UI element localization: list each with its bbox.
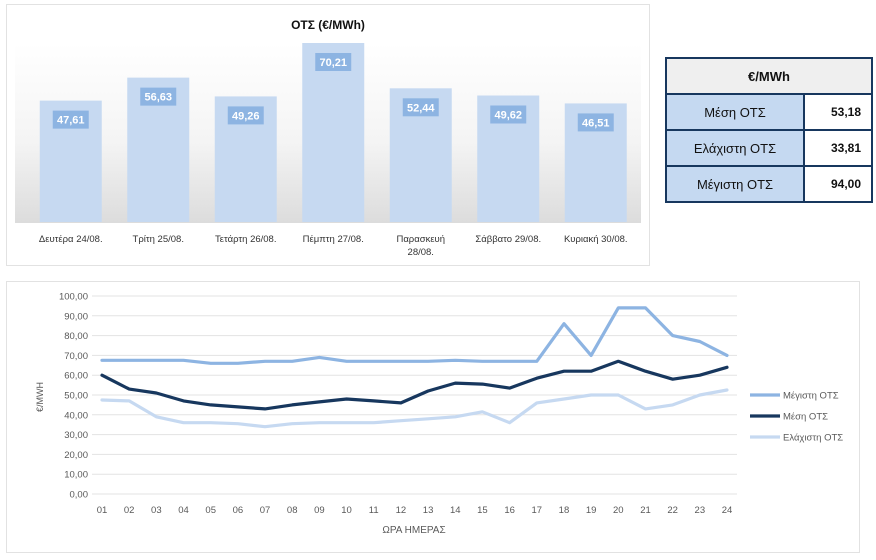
stats-label: Μέση ΟΤΣ [665, 93, 805, 131]
x-tick-label: 01 [97, 505, 108, 516]
x-tick-label: 19 [586, 505, 597, 516]
category-label: Κυριακή 30/08. [564, 234, 628, 245]
x-tick-label: 05 [205, 505, 216, 516]
data-label-box [52, 110, 89, 129]
x-tick-label: 12 [396, 505, 407, 516]
x-tick-label: 20 [613, 505, 624, 516]
bar [302, 43, 365, 222]
y-tick-label: 40,00 [64, 410, 88, 421]
y-axis-title: €/MWH [35, 382, 45, 412]
line-chart-panel: 0,00 10,00 20,00 30,00 40,00 50,00 60,00 70,00 8… [6, 281, 860, 553]
x-tick-label: 09 [314, 505, 325, 516]
data-label-box [227, 106, 264, 125]
y-tick-label: 90,00 [64, 311, 88, 322]
category-label: Τετάρτη 26/08. [215, 234, 276, 245]
x-tick-label: 21 [640, 505, 651, 516]
bar-chart-title: ΟΤΣ (€/MWh) [291, 18, 365, 32]
stats-table: €/MWh Μέση ΟΤΣ 53,18 Ελάχιστη ΟΤΣ 33,81 … [665, 57, 873, 203]
category-label: Παρασκευή 28/08. [396, 234, 445, 258]
y-tick-label: 50,00 [64, 391, 88, 402]
series-line [100, 306, 729, 365]
x-tick-label: 10 [341, 505, 352, 516]
x-tick-label: 24 [722, 505, 733, 516]
x-tick-label: 04 [178, 505, 189, 516]
stats-row-min: Ελάχιστη ΟΤΣ 33,81 [665, 129, 873, 167]
y-tick-label: 30,00 [64, 430, 88, 441]
stats-header: €/MWh [665, 57, 873, 95]
stats-value: 94,00 [803, 165, 873, 203]
data-label: 56,63 [144, 92, 172, 104]
data-label-box [490, 105, 527, 124]
x-tick-label: 18 [559, 505, 570, 516]
data-label-box [577, 113, 614, 132]
data-label-box [402, 98, 439, 117]
category-label: Δευτέρα 24/08. [39, 234, 103, 245]
series-line [100, 359, 729, 411]
x-tick-label: 15 [477, 505, 488, 516]
legend-label: Μέση ΟΤΣ [783, 412, 828, 423]
stats-value: 53,18 [803, 93, 873, 131]
x-tick-label: 03 [151, 505, 162, 516]
x-tick-label: 16 [504, 505, 515, 516]
y-tick-label: 70,00 [64, 351, 88, 362]
x-tick-label: 13 [423, 505, 434, 516]
x-tick-label: 17 [531, 505, 542, 516]
x-tick-label: 08 [287, 505, 298, 516]
stats-value: 33,81 [803, 129, 873, 167]
data-label: 49,62 [494, 109, 522, 121]
data-label: 52,44 [407, 102, 435, 114]
data-label: 70,21 [319, 57, 347, 69]
y-tick-label: 60,00 [64, 371, 88, 382]
y-tick-label: 100,00 [59, 292, 88, 303]
category-label: Τρίτη 25/08. [133, 234, 184, 245]
line-chart: 0,00 10,00 20,00 30,00 40,00 50,00 60,00 70,00 8… [35, 292, 843, 537]
x-tick-label: 23 [695, 505, 706, 516]
bar-chart-panel: ΟΤΣ (€/MWh) 47,61 Δευτέρα 24/08. 56,63 Τρίτ… [6, 4, 650, 266]
x-tick-label: 07 [260, 505, 271, 516]
stats-row-mean: Μέση ΟΤΣ 53,18 [665, 93, 873, 131]
series-line [100, 388, 729, 429]
legend-label: Μέγιστη ΟΤΣ [783, 391, 839, 402]
data-label-box [140, 87, 177, 106]
legend-label: Ελάχιστη ΟΤΣ [783, 433, 843, 444]
x-tick-label: 14 [450, 505, 461, 516]
y-tick-label: 20,00 [64, 450, 88, 461]
x-axis-title: ΩΡΑ ΗΜΕΡΑΣ [382, 525, 445, 536]
stats-label: Μέγιστη ΟΤΣ [665, 165, 805, 203]
stats-label: Ελάχιστη ΟΤΣ [665, 129, 805, 167]
y-tick-label: 0,00 [70, 490, 89, 501]
data-label: 46,51 [582, 117, 610, 129]
category-label: Πέμπτη 27/08. [303, 234, 364, 245]
bar-chart: ΟΤΣ (€/MWh) 47,61 Δευτέρα 24/08. 56,63 Τρίτ… [15, 18, 641, 258]
stats-row-max: Μέγιστη ΟΤΣ 94,00 [665, 165, 873, 203]
y-tick-label: 80,00 [64, 331, 88, 342]
x-tick-label: 02 [124, 505, 135, 516]
y-tick-label: 10,00 [64, 470, 88, 481]
data-label: 47,61 [57, 115, 85, 127]
data-label-box [315, 53, 352, 71]
x-tick-label: 06 [233, 505, 244, 516]
category-label: Σάββατο 29/08. [475, 234, 541, 245]
x-tick-label: 11 [369, 505, 379, 516]
x-tick-label: 22 [667, 505, 678, 516]
data-label: 49,26 [232, 110, 260, 122]
